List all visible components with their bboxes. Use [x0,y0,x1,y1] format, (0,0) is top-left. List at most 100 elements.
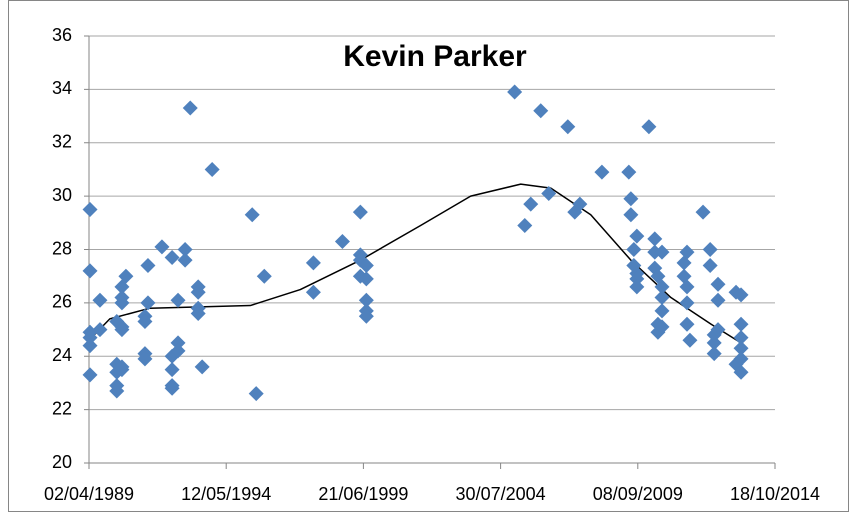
point [733,364,749,380]
point [82,338,98,354]
point [109,378,125,394]
point [190,306,206,322]
point [733,351,749,367]
point [560,119,576,135]
y-tick-label: 28 [52,238,72,258]
point [710,322,726,338]
point [702,258,718,274]
trend-line [88,183,742,344]
point [654,319,670,335]
point [82,367,98,383]
point [695,204,711,220]
point [507,84,523,100]
point [358,308,374,324]
x-tick-label: 21/06/1999 [318,484,408,504]
x-tick-label: 30/07/2004 [456,484,546,504]
point [137,314,153,330]
point [204,161,220,177]
point [623,191,639,207]
y-tick-label: 34 [52,78,72,98]
grid: 20 22 24 26 28 30 32 34 36 02/04/1989 12/05/1994 21… [44,25,820,504]
y-tick-label: 24 [52,345,72,365]
point [733,340,749,356]
point [154,239,170,255]
point [114,359,130,375]
point [654,303,670,319]
y-tick-label: 30 [52,185,72,205]
point [517,217,533,233]
y-tick-label: 22 [52,398,72,418]
point [629,271,645,287]
point [647,231,663,247]
point [541,185,557,201]
point [679,316,695,332]
point [676,255,692,271]
point [621,164,637,180]
point [706,335,722,351]
trend-layer [88,183,742,344]
point [358,271,374,287]
point [305,255,321,271]
point [629,279,645,295]
point [170,292,186,308]
point [710,276,726,292]
point [305,284,321,300]
point [256,268,272,284]
point [676,268,692,284]
point [177,242,193,257]
point [118,268,134,284]
point [679,279,695,295]
point [248,386,264,402]
y-tick-label: 36 [52,25,72,45]
point [733,287,749,303]
point [733,316,749,332]
point [164,380,180,396]
point [706,346,722,362]
point [523,196,539,212]
point [194,359,210,375]
point [358,292,374,308]
point [654,244,670,260]
point [137,351,153,367]
y-tick-label: 26 [52,292,72,312]
point [140,295,156,311]
x-tick-label: 02/04/1989 [44,484,134,504]
point [572,196,588,212]
y-tick-label: 20 [52,452,72,472]
point [352,204,368,220]
point [140,258,156,274]
point [170,343,186,359]
point [92,322,108,338]
point [244,207,260,223]
point [679,244,695,260]
point [733,330,749,346]
point [334,233,350,249]
point [177,252,193,268]
point [654,279,670,295]
point [679,295,695,311]
point [358,258,374,274]
point [594,164,610,180]
point [82,330,98,346]
point [626,242,642,257]
point [641,119,657,135]
x-tick-label: 08/09/2009 [593,484,683,504]
point [82,263,98,279]
point [533,103,549,119]
chart-title: Kevin Parker [343,40,527,73]
point [702,242,718,257]
point [190,284,206,300]
point [623,207,639,223]
point [92,292,108,308]
point [164,362,180,378]
chart-border [8,0,849,512]
x-tick-label: 18/10/2014 [730,484,820,504]
point [114,322,130,338]
point [629,228,645,244]
point [164,250,180,266]
point [82,201,98,217]
marks-layer [82,84,749,402]
point [654,290,670,306]
y-tick-label: 32 [52,132,72,152]
